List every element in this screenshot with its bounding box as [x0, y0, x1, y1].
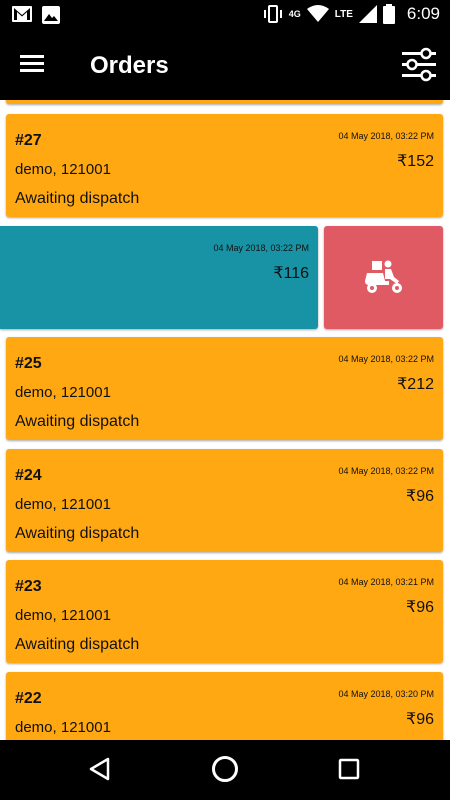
vibrate-icon [263, 5, 282, 23]
order-address: demo, 121001 [15, 161, 111, 178]
order-date: 04 May 2018, 03:20 PM [338, 689, 434, 699]
dispatch-button[interactable] [324, 226, 443, 329]
order-status: Awaiting dispatch [15, 636, 140, 653]
status-time: 6:09 [406, 4, 440, 23]
order-card-swiped[interactable]: 04 May 2018, 03:22 PM ₹116 [0, 226, 318, 329]
menu-icon [20, 55, 44, 72]
order-number: #25 [15, 355, 42, 372]
order-amount: ₹96 [406, 711, 434, 728]
delivery-scooter-icon [365, 260, 402, 293]
status-bar: 4G LTE 6:09 [0, 0, 450, 33]
network-lte-label: LTE [334, 8, 353, 20]
orders-list[interactable]: #27 04 May 2018, 03:22 PM ₹152 demo, 121… [0, 100, 450, 740]
battery-icon [382, 4, 395, 24]
page-title: Orders [90, 52, 169, 79]
gmail-icon [12, 6, 32, 22]
order-amount: ₹96 [406, 599, 434, 616]
order-address: demo, 121001 [15, 384, 111, 401]
order-number: #23 [15, 578, 42, 595]
order-amount: ₹96 [406, 488, 434, 505]
order-status: Awaiting dispatch [15, 525, 140, 542]
order-amount: ₹152 [397, 153, 434, 170]
order-card[interactable]: #25 04 May 2018, 03:22 PM ₹212 demo, 121… [6, 337, 443, 440]
order-date: 04 May 2018, 03:21 PM [338, 577, 434, 587]
order-amount: ₹212 [397, 376, 434, 393]
order-card[interactable]: #23 04 May 2018, 03:21 PM ₹96 demo, 1210… [6, 560, 443, 663]
order-amount: ₹116 [273, 265, 309, 282]
order-card[interactable]: #22 04 May 2018, 03:20 PM ₹96 demo, 1210… [6, 672, 443, 740]
app-bar: Orders [0, 33, 450, 100]
order-card[interactable]: #27 04 May 2018, 03:22 PM ₹152 demo, 121… [6, 114, 443, 217]
recents-icon[interactable] [338, 758, 360, 780]
order-status: Awaiting dispatch [15, 190, 140, 207]
back-icon[interactable] [88, 757, 110, 781]
order-number: #27 [15, 132, 42, 149]
home-icon[interactable] [210, 754, 240, 784]
order-number: #24 [15, 467, 42, 484]
order-card[interactable]: #24 04 May 2018, 03:22 PM ₹96 demo, 1210… [6, 449, 443, 552]
wifi-icon [306, 5, 329, 22]
network-4g-label: 4G [288, 9, 301, 19]
order-address: demo, 121001 [15, 607, 111, 624]
order-date: 04 May 2018, 03:22 PM [338, 466, 434, 476]
filter-button[interactable] [400, 47, 438, 83]
filter-icon [402, 47, 436, 82]
menu-button[interactable] [20, 53, 50, 79]
order-date: 04 May 2018, 03:22 PM [338, 354, 434, 364]
order-date: 04 May 2018, 03:22 PM [338, 131, 434, 141]
order-date: 04 May 2018, 03:22 PM [213, 243, 309, 253]
signal-icon [358, 5, 377, 23]
order-address: demo, 121001 [15, 496, 111, 513]
navigation-bar [0, 740, 450, 800]
order-number: #22 [15, 690, 42, 707]
order-address: demo, 121001 [15, 719, 111, 736]
order-card-partial[interactable] [6, 100, 443, 104]
order-status: Awaiting dispatch [15, 413, 140, 430]
image-icon [42, 6, 60, 24]
